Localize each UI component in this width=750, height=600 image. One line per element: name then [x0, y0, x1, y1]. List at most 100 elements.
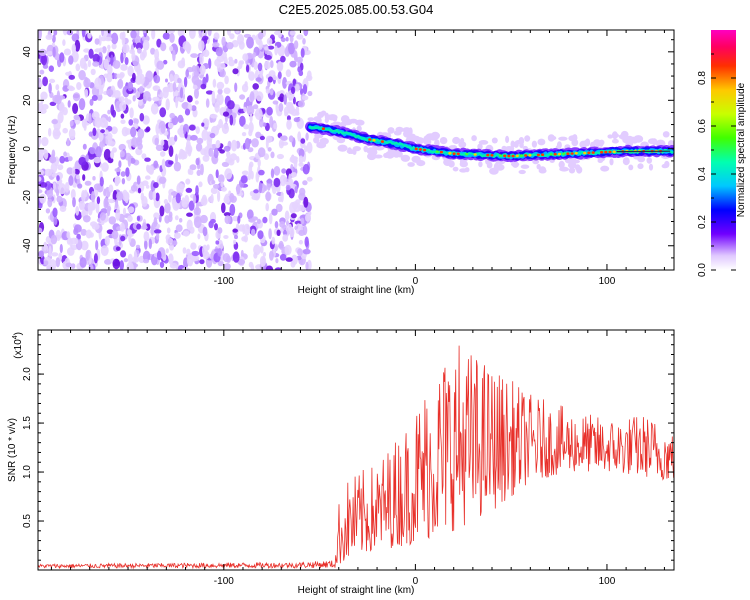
heatmap-noise-cell — [267, 76, 273, 83]
y-tick-label: 0 — [22, 146, 33, 152]
heatmap-noise-cell — [219, 69, 226, 78]
heatmap-noise-cell — [72, 103, 79, 114]
heatmap-noise-cell — [59, 243, 63, 254]
heatmap-noise-cell — [297, 248, 303, 256]
heatmap-noise-cell — [112, 109, 116, 118]
heatmap-noise-cell — [62, 30, 68, 36]
heatmap-noise-cell — [224, 215, 231, 225]
heatmap-noise-cell — [286, 115, 291, 121]
heatmap-noise-cell — [288, 42, 295, 55]
heatmap-noise-cell — [279, 253, 287, 261]
heatmap-noise-cell — [305, 132, 309, 141]
heatmap-noise-cell — [274, 45, 278, 56]
heatmap-noise-cell — [177, 30, 183, 37]
colorbar-tick-label: 0.8 — [697, 71, 708, 85]
heatmap-noise-cell — [152, 96, 160, 102]
heatmap-noise-cell — [243, 106, 247, 113]
heatmap-noise-cell — [274, 267, 282, 270]
heatmap-noise-cell — [69, 120, 74, 127]
heatmap-noise-cell — [257, 158, 261, 168]
heatmap-noise-cell — [270, 60, 274, 69]
heatmap-noise-cell — [49, 259, 57, 270]
heatmap-noise-cell — [92, 176, 96, 181]
heatmap-halo-cell — [501, 145, 507, 152]
heatmap-noise-cell — [275, 203, 283, 213]
heatmap-noise-cell — [107, 109, 111, 115]
heatmap-noise-cell — [167, 214, 173, 223]
y-tick-label: -20 — [22, 190, 33, 205]
heatmap-noise-cell — [298, 229, 306, 236]
heatmap-peak-cell — [465, 152, 469, 156]
heatmap-noise-cell — [104, 235, 110, 246]
colorbar-gradient — [711, 30, 736, 270]
heatmap-noise-cell — [239, 94, 246, 100]
heatmap-noise-cell — [185, 69, 189, 78]
heatmap-noise-cell — [129, 107, 134, 119]
heatmap-noise-cell — [186, 254, 194, 267]
heatmap-noise-cell — [215, 140, 221, 149]
heatmap-noise-cell — [87, 32, 92, 39]
snr-x-ticks: -100 0 100 — [50, 330, 665, 587]
heatmap-noise-cell — [197, 233, 201, 240]
heatmap-noise-cell — [101, 46, 107, 54]
heatmap-noise-cell — [78, 98, 86, 111]
heatmap-halo-cell — [618, 134, 624, 139]
heatmap-noise-cell — [184, 194, 190, 205]
spectrogram-ridge-layer — [305, 110, 674, 175]
heatmap-peak-cell — [612, 150, 616, 153]
heatmap-noise-cell — [254, 108, 263, 120]
heatmap-halo-cell — [452, 166, 459, 172]
heatmap-halo-cell — [402, 127, 412, 133]
heatmap-noise-cell — [129, 157, 136, 164]
heatmap-noise-cell — [215, 169, 219, 179]
heatmap-noise-cell — [155, 123, 160, 135]
heatmap-noise-cell — [75, 206, 80, 216]
heatmap-noise-cell — [45, 34, 53, 40]
heatmap-noise-cell — [195, 126, 200, 134]
heatmap-noise-cell — [264, 60, 271, 70]
heatmap-peak-cell — [528, 154, 532, 157]
heatmap-noise-cell — [224, 168, 233, 180]
figure-title: C2E5.2025.085.00.53.G04 — [279, 2, 434, 17]
heatmap-noise-cell — [273, 122, 278, 130]
heatmap-noise-cell — [218, 174, 225, 184]
heatmap-noise-cell — [205, 98, 210, 108]
heatmap-noise-cell — [120, 235, 126, 242]
heatmap-halo-cell — [568, 167, 576, 174]
heatmap-noise-cell — [227, 100, 235, 110]
heatmap-noise-cell — [305, 213, 311, 222]
heatmap-noise-cell — [199, 64, 206, 75]
heatmap-halo-cell — [471, 135, 477, 142]
heatmap-noise-cell — [157, 90, 161, 95]
heatmap-noise-cell — [78, 156, 87, 166]
heatmap-noise-cell — [136, 215, 141, 222]
heatmap-noise-cell — [301, 95, 309, 101]
heatmap-noise-cell — [73, 114, 80, 121]
heatmap-noise-cell — [290, 154, 295, 163]
heatmap-noise-cell — [215, 240, 220, 245]
heatmap-noise-cell — [79, 257, 87, 268]
heatmap-noise-cell — [224, 75, 229, 85]
heatmap-noise-cell — [127, 215, 133, 222]
heatmap-noise-cell — [219, 149, 226, 154]
heatmap-noise-cell — [306, 141, 313, 154]
heatmap-noise-cell — [81, 30, 86, 38]
heatmap-noise-cell — [243, 33, 252, 38]
heatmap-noise-cell — [221, 161, 230, 167]
heatmap-noise-cell — [181, 197, 186, 207]
heatmap-noise-cell — [167, 30, 175, 34]
heatmap-noise-cell — [280, 141, 289, 146]
spectrogram-panel: -100 0 100 -40 -20 0 20 40 Height of straight … — [7, 29, 675, 296]
heatmap-noise-cell — [90, 191, 96, 203]
heatmap-noise-cell — [263, 153, 269, 161]
heatmap-noise-cell — [103, 197, 109, 209]
heatmap-noise-cell — [217, 190, 221, 202]
heatmap-noise-cell — [83, 77, 91, 88]
heatmap-noise-cell — [124, 57, 129, 65]
heatmap-noise-cell — [293, 40, 299, 49]
heatmap-noise-cell — [67, 156, 73, 162]
heatmap-noise-cell — [242, 224, 246, 235]
heatmap-noise-cell — [233, 239, 237, 245]
heatmap-noise-cell — [59, 205, 67, 212]
